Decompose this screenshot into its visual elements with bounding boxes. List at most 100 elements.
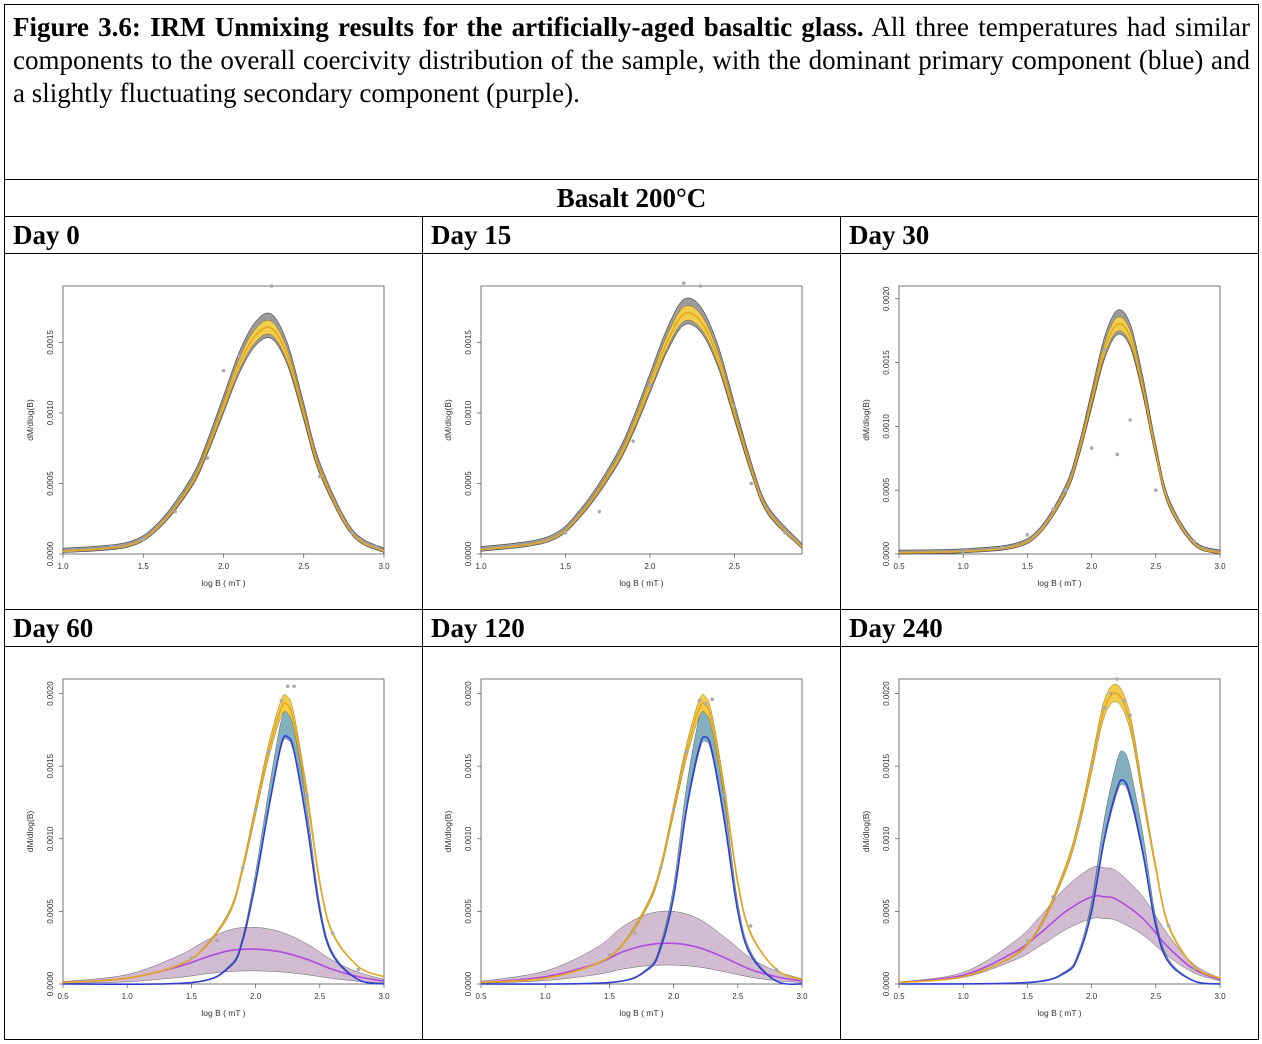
x-tick-label: 1.0 [122, 992, 134, 1001]
y-tick-label: 0.0005 [46, 471, 55, 496]
y-tick-label: 0.0015 [46, 753, 55, 778]
data-point [1025, 533, 1030, 537]
secondary-component-line [480, 942, 803, 984]
plot-cell: 0.5 1.0 1.5 2.0 2.5 3.0 0.0000 0.0005 0.0010 0.00… [422, 646, 841, 1040]
data-point [631, 439, 635, 443]
x-tick-label: 0.5 [57, 992, 69, 1001]
x-tick-label: 3.0 [378, 992, 390, 1001]
data-point [633, 931, 637, 935]
y-axis-label: dM/dlog(B) [25, 811, 35, 853]
plot-cell: 0.5 1.0 1.5 2.0 2.5 3.0 0.0000 0.0005 0.0010 0.00… [4, 646, 423, 1040]
y-axis-label: dM/dlog(B) [861, 811, 871, 853]
day-label: Day 15 [422, 216, 841, 254]
secondary-component-band [62, 927, 385, 984]
x-tick-label: 2.5 [732, 992, 744, 1001]
total-fit-line [898, 692, 1221, 984]
data-point [215, 938, 219, 943]
y-tick-label: 0.0010 [464, 400, 473, 425]
plot-cell: 0.5 1.0 1.5 2.0 2.5 3.0 0.0000 0.0005 0.0010 0.00… [839, 253, 1260, 610]
y-axis-label: dM/dlog(B) [443, 399, 453, 441]
irm-plot: 0.5 1.0 1.5 2.0 2.5 3.0 0.0000 0.0005 0.0010 0.00… [861, 285, 1226, 588]
data-point [253, 807, 258, 812]
primary-component-line [898, 779, 1221, 985]
x-tick-label: 2.0 [1086, 992, 1098, 1001]
x-tick-label: 1.0 [475, 562, 487, 571]
data-point [698, 284, 703, 288]
y-tick-label: 0.0020 [46, 681, 55, 706]
data-point [607, 953, 612, 957]
data-point [318, 474, 322, 479]
total-fit-line [62, 326, 385, 552]
y-tick-label: 0.0000 [882, 971, 891, 996]
secondary-component-band [480, 910, 803, 984]
y-tick-label: 0.0005 [464, 899, 473, 924]
data-point [237, 354, 242, 359]
plot-frame [480, 678, 803, 985]
y-axis-label: dM/dlog(B) [25, 399, 35, 441]
y-tick-label: 0.0005 [882, 477, 891, 502]
data-point [305, 793, 309, 797]
data-point [356, 967, 361, 972]
primary-component-line [480, 735, 803, 985]
data-point [141, 538, 146, 542]
irm-plot: 1.0 1.5 2.0 2.5 0.0000 0.0005 0.0010 0.0015 log … [443, 281, 803, 588]
plot-frame [898, 678, 1221, 985]
plot-frame [480, 285, 803, 555]
data-point [961, 549, 966, 554]
y-tick-label: 0.0000 [46, 971, 55, 996]
total-fit-line [898, 322, 1221, 554]
data-point [330, 931, 335, 935]
x-tick-label: 1.5 [560, 562, 572, 571]
x-tick-label: 0.5 [475, 992, 487, 1001]
total-fit-band [898, 316, 1221, 554]
data-point [710, 697, 714, 702]
x-tick-label: 2.0 [644, 562, 656, 571]
data-point [703, 701, 708, 706]
x-tick-label: 2.5 [1150, 992, 1162, 1001]
figure-caption: Figure 3.6: IRM Unmixing results for the… [3, 4, 1260, 180]
x-tick-label: 2.5 [729, 562, 741, 571]
x-tick-label: 0.5 [893, 992, 905, 1001]
plot-frame [898, 285, 1221, 555]
x-axis-label: log B ( mT ) [619, 1008, 663, 1018]
data-point [783, 531, 787, 535]
data-point [774, 967, 779, 972]
data-point [999, 545, 1004, 550]
data-point [1089, 764, 1094, 768]
plot-cell: 1.0 1.5 2.0 2.5 3.0 0.0000 0.0005 0.0010 0.0015 l… [4, 253, 423, 610]
y-tick-label: 0.0020 [882, 286, 891, 311]
secondary-component-band [898, 866, 1221, 984]
data-point [1154, 488, 1158, 492]
x-tick-label: 1.0 [540, 992, 552, 1001]
x-tick-label: 1.0 [57, 562, 69, 571]
day-label: Day 240 [839, 609, 1260, 647]
plot-frame [62, 678, 385, 985]
data-point [109, 543, 113, 548]
data-point [1051, 507, 1055, 512]
data-point [723, 793, 727, 797]
x-axis-label: log B ( mT ) [1037, 578, 1081, 588]
day-label: Day 0 [4, 216, 423, 254]
secondary-component-line [898, 894, 1221, 984]
y-tick-label: 0.0005 [882, 899, 891, 924]
x-tick-label: 1.5 [604, 992, 616, 1001]
caption-text: All three temperatures had similar compo… [13, 12, 1251, 108]
data-point [597, 509, 602, 514]
data-point [1128, 418, 1132, 422]
x-tick-label: 1.5 [1022, 562, 1034, 571]
section-title: Basalt 200°C [3, 179, 1260, 217]
total-fit-band [898, 684, 1221, 983]
x-tick-label: 3.0 [1214, 562, 1226, 571]
x-tick-label: 3.0 [378, 562, 390, 571]
data-point [1192, 967, 1197, 972]
y-tick-label: 0.0015 [46, 330, 55, 355]
irm-plot: 1.0 1.5 2.0 2.5 3.0 0.0000 0.0005 0.0010 0.0015 l… [25, 284, 390, 588]
data-point [269, 284, 274, 288]
x-axis-label: log B ( mT ) [201, 578, 245, 588]
x-axis-label: log B ( mT ) [619, 578, 663, 588]
data-point [748, 924, 753, 928]
y-tick-label: 0.0010 [882, 414, 891, 439]
data-point [350, 531, 354, 535]
x-axis-label: log B ( mT ) [201, 1008, 245, 1018]
y-tick-label: 0.0010 [46, 400, 55, 425]
